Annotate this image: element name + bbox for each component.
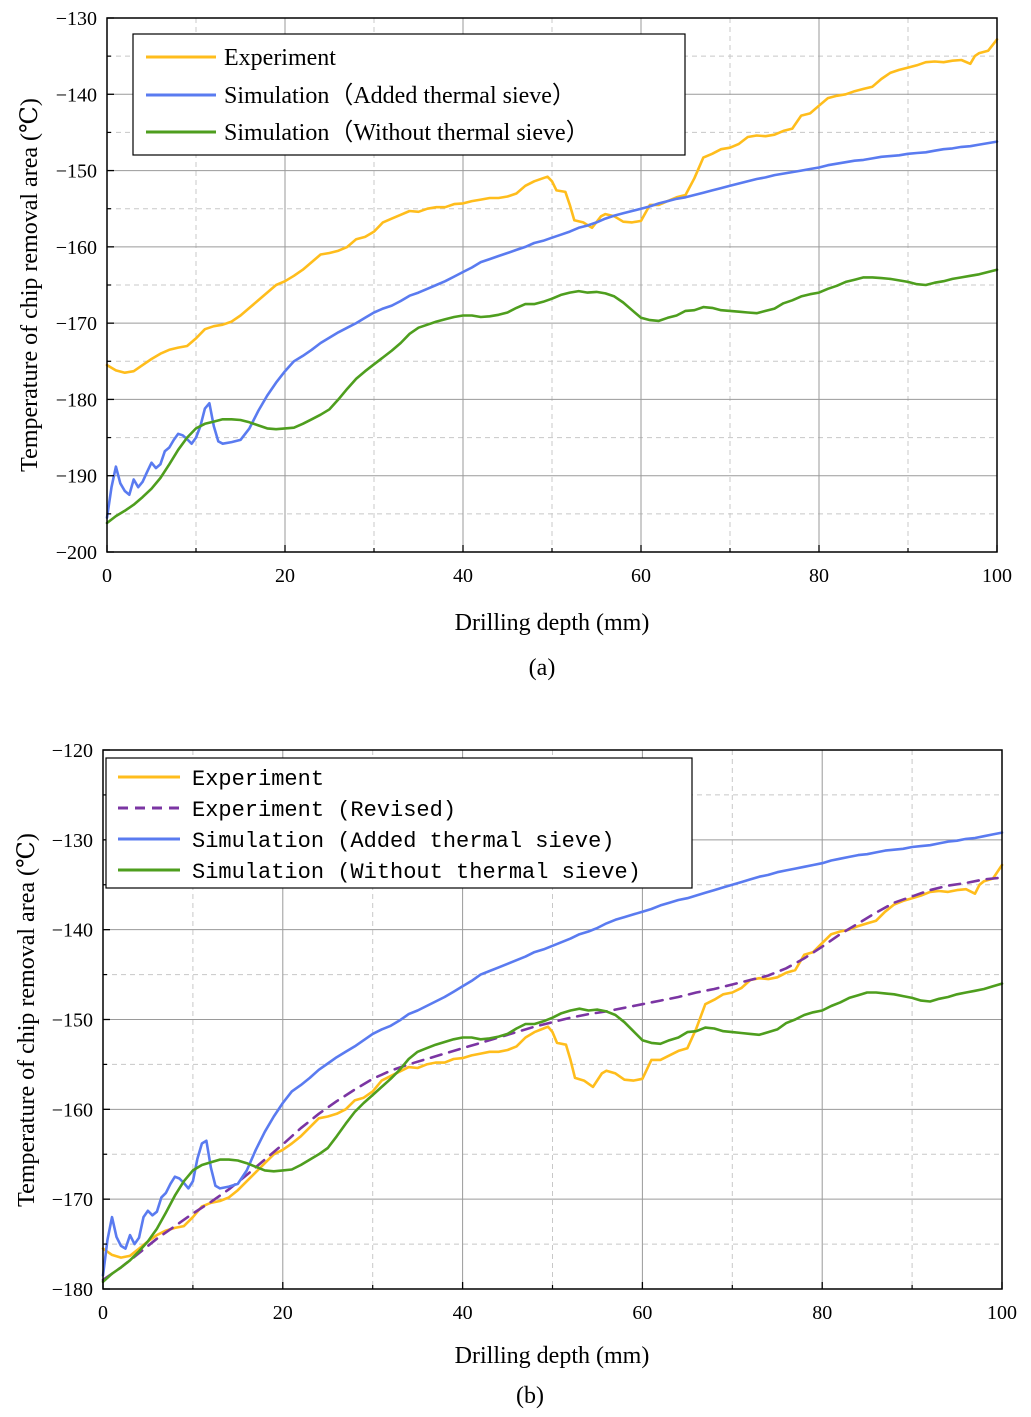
series-line-sim-without bbox=[105, 268, 999, 525]
y-tick-label: −130 bbox=[52, 830, 93, 852]
x-tick-label: 0 bbox=[98, 1302, 108, 1324]
series-line-sim-added bbox=[101, 831, 1004, 1277]
chart-a-grid bbox=[107, 18, 997, 552]
legend-a-label-sim-added: Simulation（Added thermal sieve） bbox=[224, 83, 576, 109]
chart-b-xlabel: Drilling depth (mm) bbox=[455, 1343, 650, 1369]
legend-b-label-experiment-revised: Experiment (Revised) bbox=[192, 798, 456, 823]
y-tick-label: −130 bbox=[56, 8, 97, 30]
chart-b-series bbox=[101, 831, 1004, 1284]
legend-b-label-sim-added: Simulation (Added thermal sieve) bbox=[192, 829, 614, 854]
x-tick-label: 100 bbox=[987, 1302, 1017, 1324]
series-line-experiment-revised bbox=[101, 876, 1004, 1282]
legend-a-label-experiment: Experiment bbox=[224, 45, 336, 71]
y-tick-label: −140 bbox=[56, 84, 97, 106]
y-tick-label: −170 bbox=[56, 313, 97, 335]
chart-b-ticks: 0 20 40 60 80 100 −180 −170 −160 −150 −140 −130 −120 bbox=[52, 740, 1017, 1324]
chart-b-panel-label: (b) bbox=[516, 1383, 544, 1409]
x-tick-label: 40 bbox=[453, 565, 473, 587]
y-tick-label: −180 bbox=[52, 1279, 93, 1301]
chart-b-legend: Experiment Experiment (Revised) Simulati… bbox=[105, 757, 693, 889]
x-tick-label: 20 bbox=[275, 565, 295, 587]
chart-a-legend-box bbox=[132, 33, 686, 156]
chart-b-ylabel: Temperature of chip removal area (℃) bbox=[14, 833, 40, 1207]
legend-b-label-experiment: Experiment bbox=[192, 767, 324, 792]
x-tick-label: 0 bbox=[102, 565, 112, 587]
y-tick-label: −120 bbox=[52, 740, 93, 762]
x-tick-label: 60 bbox=[632, 1302, 652, 1324]
x-tick-label: 40 bbox=[453, 1302, 473, 1324]
y-tick-label: −160 bbox=[52, 1099, 93, 1121]
series-line-sim-added bbox=[105, 140, 999, 519]
legend-a-label-sim-without: Simulation（Without thermal sieve） bbox=[224, 120, 590, 146]
y-tick-label: −160 bbox=[56, 237, 97, 259]
chart-panel-b: 0 20 40 60 80 100 −180 −170 −160 −150 −140 −130 −120… bbox=[14, 740, 1017, 1409]
x-tick-label: 20 bbox=[273, 1302, 293, 1324]
y-tick-label: −170 bbox=[52, 1189, 93, 1211]
y-tick-label: −200 bbox=[56, 542, 97, 564]
x-tick-label: 80 bbox=[812, 1302, 832, 1324]
y-tick-label: −180 bbox=[56, 389, 97, 411]
chart-b-legend-box bbox=[105, 757, 693, 889]
x-tick-label: 60 bbox=[631, 565, 651, 587]
chart-a-legend: Experiment Simulation（Added thermal siev… bbox=[132, 33, 686, 156]
chart-panel-a: 0 20 40 60 80 100 −200 −190 −180 −170 −160 −150 −140… bbox=[17, 8, 1012, 681]
chart-a-xlabel: Drilling depth (mm) bbox=[455, 610, 650, 636]
x-tick-label: 100 bbox=[982, 565, 1012, 587]
chart-a-panel-label: (a) bbox=[529, 655, 556, 681]
y-tick-label: −150 bbox=[52, 1010, 93, 1032]
y-tick-label: −190 bbox=[56, 466, 97, 488]
chart-a-ticks: 0 20 40 60 80 100 −200 −190 −180 −170 −160 −150 −140… bbox=[56, 8, 1012, 587]
y-tick-label: −150 bbox=[56, 161, 97, 183]
series-line-sim-without bbox=[101, 982, 1004, 1284]
chart-a-ylabel: Temperature of chip removal area (℃) bbox=[17, 98, 43, 472]
y-tick-label: −140 bbox=[52, 920, 93, 942]
legend-b-label-sim-without: Simulation (Without thermal sieve) bbox=[192, 860, 641, 885]
series-line-experiment bbox=[105, 38, 999, 374]
chart-a-series bbox=[105, 38, 999, 525]
x-tick-label: 80 bbox=[809, 565, 829, 587]
